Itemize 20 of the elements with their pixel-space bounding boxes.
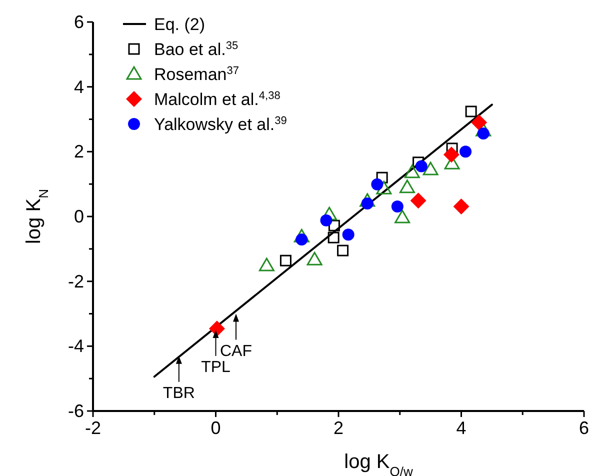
x-tick-label: 6 [578,418,590,438]
annotation: CAF [220,342,252,360]
annotation: TPL [201,358,231,376]
y-tick-label: 4 [74,76,84,97]
x-tick-label: 4 [456,418,466,438]
y-tick-label: 0 [74,206,84,226]
x-tick-label: 0 [210,418,221,438]
y-tick-label: 6 [74,12,84,32]
legend-label: Bao et al.$^{35}$ [154,40,238,59]
y-tick-label: -2 [68,271,84,292]
y-tick-label: -6 [68,401,84,421]
legend-label: Yalkowsky et al.$^{39}$ [154,115,287,134]
annotation: TBR [162,384,195,402]
legend-label: Malcolm et al.$^{4,38}$ [154,90,280,109]
y-tick-label: -4 [68,336,84,356]
legend-label: Eq. (2) [154,15,206,34]
x-tick-label: 2 [333,418,344,438]
x-axis-title: log K$_{O/w}$ [344,451,414,476]
y-tick-label: 2 [74,142,84,162]
legend-label: Roseman$^{37}$ [154,65,240,84]
